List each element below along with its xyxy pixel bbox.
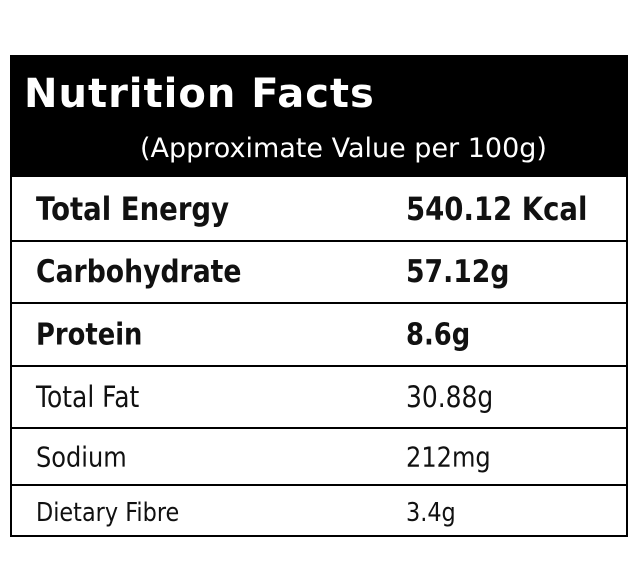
table-row: Protein 8.6g — [12, 304, 626, 367]
nutrient-value: 212mg — [406, 440, 491, 473]
nutrient-value: 3.4g — [406, 497, 456, 528]
nutrient-name: Total Fat — [36, 380, 140, 414]
title: Nutrition Facts — [24, 71, 375, 117]
nutrient-name: Dietary Fibre — [36, 497, 180, 528]
table-row: Sodium 212mg — [12, 429, 626, 486]
nutrient-name: Total Energy — [36, 189, 230, 228]
nutrient-value: 57.12g — [406, 254, 510, 290]
nutrient-value: 30.88g — [406, 380, 494, 414]
table-row: Total Energy 540.12 Kcal — [12, 177, 626, 242]
nutrition-label: Nutrition Facts (Approximate Value per 1… — [10, 55, 628, 537]
table-row: Carbohydrate 57.12g — [12, 242, 626, 304]
nutrient-name: Carbohydrate — [36, 254, 242, 290]
nutrient-name: Protein — [36, 317, 143, 352]
subtitle: (Approximate Value per 100g) — [140, 133, 547, 164]
nutrient-value: 540.12 Kcal — [406, 189, 588, 228]
table-row: Total Fat 30.88g — [12, 367, 626, 429]
table: Total Energy 540.12 Kcal Carbohydrate 57.12… — [12, 177, 626, 539]
nutrient-value: 8.6g — [406, 317, 471, 352]
table-row: Dietary Fibre 3.4g — [12, 486, 626, 539]
nutrient-name: Sodium — [36, 440, 127, 473]
header: Nutrition Facts (Approximate Value per 1… — [12, 57, 626, 177]
